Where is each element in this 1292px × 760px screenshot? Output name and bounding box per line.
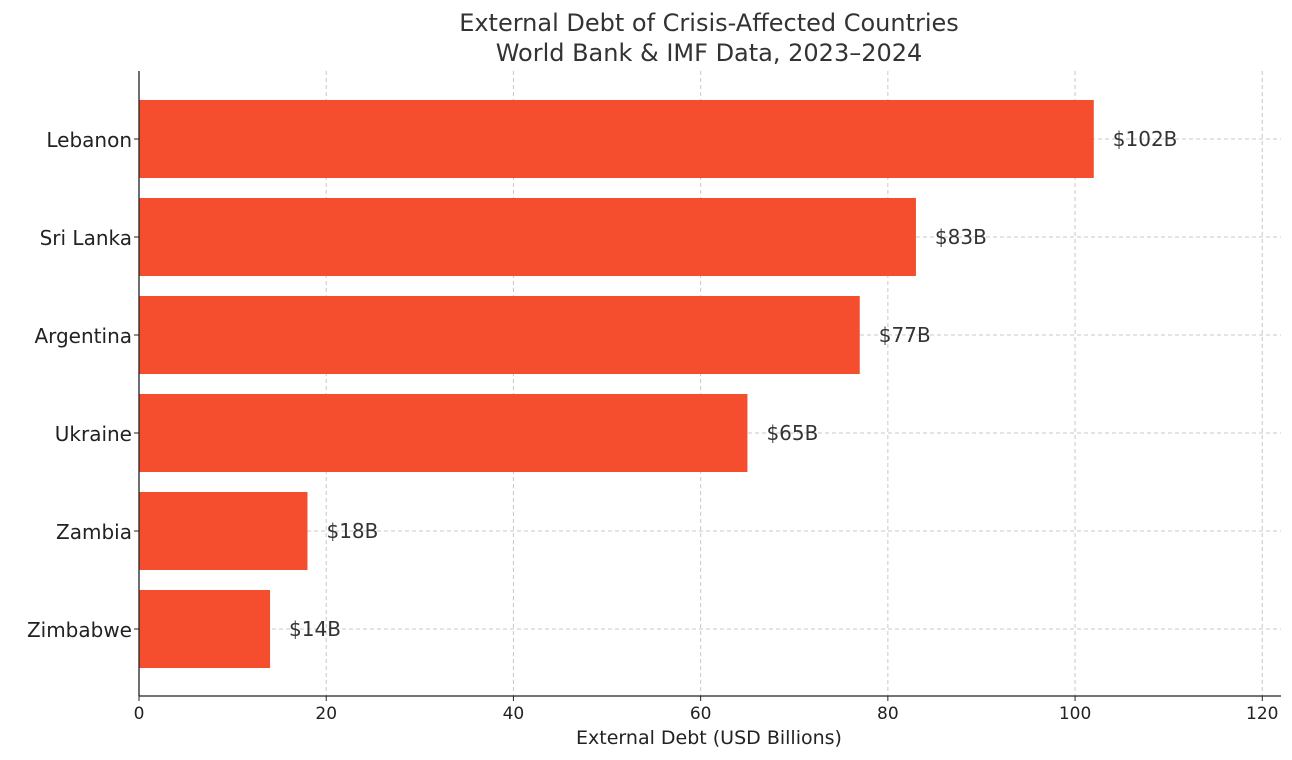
x-tick-label: 20 [315,704,337,724]
y-tick-label: Sri Lanka [40,226,132,250]
bar-sri-lanka [139,198,916,276]
x-tick-label: 0 [134,704,145,724]
bar-ukraine [139,394,748,472]
data-label: $102B [1113,127,1178,151]
bars [139,100,1094,668]
data-label: $83B [935,225,987,249]
axes [134,71,1281,701]
y-tick-label: Ukraine [55,422,132,446]
bar-zimbabwe [139,590,271,668]
chart-title-line2: World Bank & IMF Data, 2023–2024 [496,39,923,67]
bar-zambia [139,492,308,570]
data-label: $14B [289,617,341,641]
x-tick-label: 40 [503,704,525,724]
data-label: $18B [326,519,378,543]
data-label: $77B [879,323,931,347]
y-tick-label: Zimbabwe [27,618,132,642]
labels: Lebanon $102B Sri Lanka $83B Argentina $77B Uk… [27,127,1279,724]
bar-lebanon [139,100,1094,178]
x-tick-label: 100 [1059,704,1091,724]
y-tick-label: Lebanon [46,128,132,152]
x-tick-label: 60 [690,704,712,724]
bar-argentina [139,296,860,374]
chart-title-line1: External Debt of Crisis-Affected Countri… [459,9,959,37]
y-tick-label: Zambia [56,520,132,544]
x-tick-label: 120 [1246,704,1278,724]
y-tick-label: Argentina [34,324,132,348]
data-label: $65B [766,421,818,445]
x-tick-label: 80 [877,704,899,724]
x-axis-label: External Debt (USD Billions) [576,727,842,749]
